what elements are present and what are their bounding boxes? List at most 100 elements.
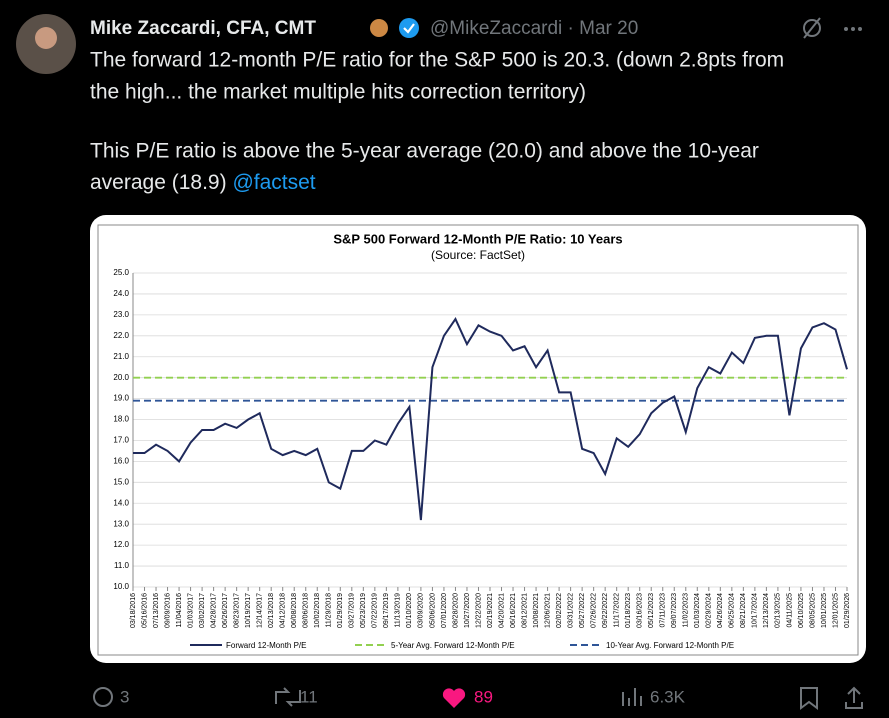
text-line: This P/E ratio is above the 5-year avera… — [90, 140, 759, 163]
x-tick-label: 12/06/2021 — [544, 593, 551, 628]
text-line: The forward 12-month P/E ratio for the S… — [90, 49, 784, 72]
y-tick-label: 25.0 — [113, 268, 129, 277]
author[interactable]: Mike Zaccardi, CFA, CMT — [90, 18, 316, 39]
x-tick-label: 12/13/2024 — [763, 593, 770, 628]
x-tick-label: 02/13/2018 — [268, 593, 275, 628]
series-line — [133, 317, 848, 521]
x-tick-label: 08/23/2017 — [233, 593, 240, 628]
chart-border — [97, 224, 859, 656]
x-tick-label: 06/10/2025 — [798, 593, 805, 628]
views-icon[interactable] — [622, 688, 642, 706]
x-tick-label: 03/27/2019 — [349, 593, 356, 628]
x-tick-label: 11/02/2023 — [683, 593, 690, 628]
x-tick-label: 02/19/2021 — [487, 593, 494, 628]
chart-card[interactable] — [90, 215, 866, 663]
x-tick-label: 06/25/2024 — [729, 593, 736, 628]
x-tick-label: 10/02/2018 — [314, 593, 321, 628]
y-tick-label: 15.0 — [113, 477, 129, 486]
y-tick-label: 22.0 — [113, 331, 129, 340]
x-tick-label: 03/09/2020 — [418, 593, 425, 628]
x-tick-label: 07/26/2022 — [590, 593, 597, 628]
x-tick-label: 01/29/2026 — [844, 593, 851, 628]
x-tick-label: 05/12/2023 — [648, 593, 655, 628]
more[interactable] — [844, 27, 862, 31]
y-tick-label: 24.0 — [113, 289, 129, 298]
x-tick-label: 10/08/2021 — [533, 593, 540, 628]
text-line: the high... the market multiple hits cor… — [90, 81, 586, 104]
y-tick-label: 10.0 — [113, 582, 129, 591]
avatar-face — [35, 27, 57, 49]
x-tick-label: 05/16/2016 — [141, 593, 148, 628]
y-tick-label: 18.0 — [113, 415, 129, 424]
like-icon[interactable] — [442, 688, 466, 708]
x-tick-label: 10/19/2017 — [245, 593, 252, 628]
y-tick-label: 13.0 — [113, 519, 129, 528]
x-tick-label: 06/16/2021 — [510, 593, 517, 628]
y-tick-label: 12.0 — [113, 540, 129, 549]
x-tick-label: 02/13/2025 — [775, 593, 782, 628]
reply-icon[interactable] — [93, 687, 113, 707]
like-count[interactable]: 89 — [474, 687, 493, 706]
x-tick-label: 11/17/2022 — [614, 593, 621, 628]
x-tick-label: 02/29/2024 — [706, 593, 713, 628]
x-tick-label: 01/29/2019 — [337, 593, 344, 628]
legend-label: 5-Year Avg. Forward 12-Month P/E — [391, 641, 515, 650]
y-tick-label: 20.0 — [113, 373, 129, 382]
x-tick-label: 03/02/2017 — [199, 593, 206, 628]
x-tick-label: 09/09/2016 — [164, 593, 171, 628]
views-count[interactable]: 6.3K — [650, 687, 686, 706]
x-tick-label: 02/02/2022 — [556, 593, 563, 628]
date[interactable]: Mar 20 — [579, 18, 638, 39]
repost-count[interactable]: 11 — [300, 687, 318, 706]
x-tick-label: 10/17/2024 — [752, 593, 759, 628]
handle[interactable]: @MikeZaccardi — [430, 18, 562, 39]
x-tick-label: 08/21/2024 — [740, 593, 747, 628]
grok-slash — [803, 17, 821, 39]
share-icon[interactable] — [845, 686, 863, 709]
x-tick-label: 09/07/2023 — [671, 593, 678, 628]
x-tick-label: 07/22/2019 — [372, 593, 379, 628]
x-tick-label: 08/06/2018 — [303, 593, 310, 628]
repost-icon[interactable] — [275, 687, 301, 707]
y-tick-label: 19.0 — [113, 394, 129, 403]
x-tick-label: 06/26/2017 — [222, 593, 229, 628]
x-tick-label: 11/04/2016 — [176, 593, 183, 628]
x-tick-label: 11/29/2018 — [326, 593, 333, 628]
bookmark-icon[interactable] — [800, 687, 818, 710]
x-tick-label: 05/27/2022 — [579, 593, 586, 628]
x-tick-label: 03/18/2016 — [130, 593, 137, 628]
x-tick-label: 04/12/2018 — [280, 593, 287, 628]
x-tick-label: 08/05/2025 — [809, 593, 816, 628]
legend-label: Forward 12-Month P/E — [226, 641, 306, 650]
x-tick-label: 04/26/2024 — [717, 593, 724, 628]
legend-label: 10-Year Avg. Forward 12-Month P/E — [606, 641, 734, 650]
x-tick-label: 10/01/2025 — [821, 593, 828, 628]
x-tick-label: 07/01/2020 — [441, 593, 448, 628]
x-tick-label: 03/16/2023 — [637, 593, 644, 628]
x-tick-label: 04/11/2025 — [786, 593, 793, 628]
y-tick-label: 23.0 — [113, 310, 129, 319]
y-tick-label: 11.0 — [114, 561, 130, 570]
mention[interactable]: @factset — [232, 171, 315, 194]
reply-count[interactable]: 3 — [120, 687, 129, 706]
x-tick-label: 12/14/2017 — [257, 593, 264, 628]
x-tick-label: 10/27/2020 — [464, 593, 471, 628]
actions: 3 11 89 6.3K — [93, 686, 863, 710]
chart: S&P 500 Forward 12-Month P/E Ratio: 10 Y… — [113, 231, 850, 650]
x-tick-label: 01/10/2020 — [406, 593, 413, 628]
x-tick-label: 07/13/2016 — [153, 593, 160, 628]
x-tick-label: 04/20/2021 — [498, 593, 505, 628]
x-tick-label: 06/08/2018 — [291, 593, 298, 628]
x-tick-label: 09/17/2019 — [383, 593, 390, 628]
text-line: average (18.9) — [90, 171, 227, 194]
emoji — [370, 19, 388, 37]
y-tick-label: 17.0 — [113, 436, 129, 445]
y-tick-label: 16.0 — [113, 457, 129, 466]
chart-title: S&P 500 Forward 12-Month P/E Ratio: 10 Y… — [333, 231, 622, 246]
x-tick-label: 07/11/2023 — [660, 593, 667, 628]
x-tick-label: 01/03/2017 — [187, 593, 194, 628]
chart-subtitle: (Source: FactSet) — [431, 248, 525, 262]
grok-icon[interactable] — [803, 19, 821, 37]
